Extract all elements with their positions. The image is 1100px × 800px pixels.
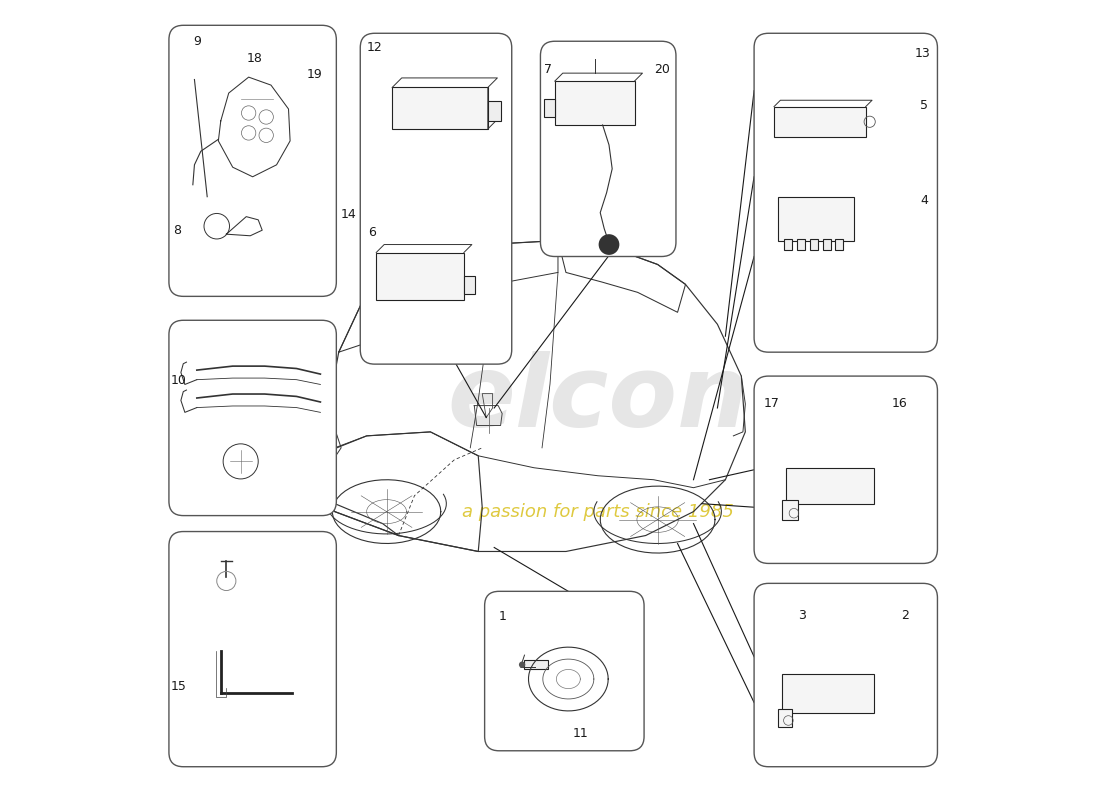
Bar (774, 106, 866, 137)
FancyBboxPatch shape (540, 42, 676, 257)
FancyBboxPatch shape (755, 34, 937, 352)
FancyBboxPatch shape (169, 26, 337, 296)
Bar (392, 87, 487, 129)
Text: 20: 20 (653, 62, 670, 76)
Text: 19: 19 (307, 68, 322, 82)
Text: 8: 8 (173, 225, 180, 238)
Bar (782, 674, 873, 713)
Text: 14: 14 (341, 208, 356, 221)
Bar (554, 81, 635, 125)
FancyBboxPatch shape (169, 531, 337, 766)
Bar (778, 197, 854, 241)
Text: 11: 11 (572, 726, 588, 740)
FancyBboxPatch shape (169, 320, 337, 515)
Text: 17: 17 (763, 398, 780, 410)
Circle shape (598, 234, 619, 255)
Text: 12: 12 (366, 41, 383, 54)
Text: 10: 10 (170, 374, 186, 387)
Text: 16: 16 (891, 398, 908, 410)
Text: 6: 6 (368, 226, 376, 239)
Text: 7: 7 (544, 62, 552, 76)
Text: 3: 3 (798, 609, 806, 622)
FancyBboxPatch shape (755, 376, 937, 563)
Bar (782, 500, 797, 519)
Bar (810, 239, 818, 250)
FancyBboxPatch shape (361, 34, 512, 364)
Bar (778, 710, 792, 727)
Circle shape (519, 662, 526, 668)
Bar (525, 660, 549, 670)
Text: 18: 18 (248, 52, 263, 66)
Bar (784, 239, 792, 250)
Text: elcon: elcon (447, 351, 748, 449)
Bar (464, 277, 475, 294)
Text: 2: 2 (902, 609, 910, 622)
Text: 9: 9 (194, 34, 201, 48)
Text: 4: 4 (920, 194, 927, 207)
Bar (376, 253, 464, 300)
Text: 5: 5 (920, 98, 928, 111)
Bar (835, 239, 844, 250)
Bar (543, 99, 554, 117)
Text: 1: 1 (499, 610, 507, 623)
Bar (823, 239, 830, 250)
Text: 13: 13 (915, 46, 931, 60)
FancyBboxPatch shape (755, 583, 937, 766)
Text: 15: 15 (170, 681, 186, 694)
FancyBboxPatch shape (485, 591, 645, 750)
Text: a passion for parts since 1985: a passion for parts since 1985 (462, 502, 734, 521)
Bar (487, 101, 500, 121)
Bar (798, 239, 805, 250)
Bar (786, 468, 873, 504)
